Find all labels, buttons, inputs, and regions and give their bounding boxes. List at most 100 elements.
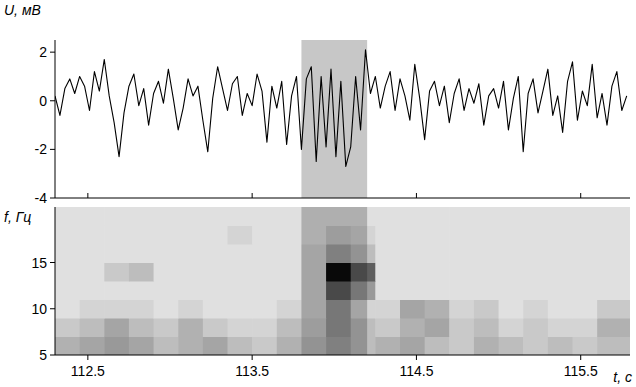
heat-cell	[203, 207, 228, 226]
y-tick-label: -4	[35, 190, 48, 206]
heat-cell	[104, 207, 129, 226]
heat-cell	[104, 300, 129, 319]
heat-cell	[154, 244, 179, 263]
heat-cell	[449, 300, 474, 319]
heat-cell	[228, 226, 253, 245]
heat-cell	[375, 244, 400, 263]
x-axis	[55, 198, 630, 199]
heat-cell	[449, 281, 474, 300]
heat-cell	[523, 300, 548, 319]
heat-cell	[400, 337, 425, 356]
y-tick-label: -2	[35, 141, 48, 157]
y-tick	[50, 262, 55, 263]
heat-cell	[178, 263, 203, 282]
y-tick	[50, 52, 55, 53]
heat-cell	[252, 226, 277, 245]
heat-cell	[523, 207, 548, 226]
heat-cell	[228, 207, 253, 226]
heat-cell	[55, 263, 80, 282]
heat-cell	[129, 263, 154, 282]
heat-cell	[228, 300, 253, 319]
heat-cell	[55, 244, 80, 263]
heat-cell	[499, 226, 524, 245]
heat-cell	[277, 207, 302, 226]
heat-cell	[277, 281, 302, 300]
heat-cell	[129, 226, 154, 245]
heat-cell	[474, 300, 499, 319]
heat-cell	[597, 337, 630, 356]
heat-cell	[573, 300, 598, 319]
heat-cell	[548, 263, 573, 282]
signal-plot	[55, 40, 627, 198]
heat-cell	[104, 318, 129, 337]
heat-cell	[548, 300, 573, 319]
heat-cell	[154, 263, 179, 282]
heat-cell	[400, 207, 425, 226]
x-tick	[416, 193, 417, 198]
heat-cell	[277, 337, 302, 356]
heat-cell	[203, 281, 228, 300]
heat-cell	[129, 207, 154, 226]
y-tick	[50, 198, 55, 199]
highlight-band	[301, 207, 367, 355]
heat-cell	[449, 226, 474, 245]
heat-cell	[425, 226, 450, 245]
heat-cell	[104, 337, 129, 356]
heat-cell	[474, 226, 499, 245]
x-tick	[252, 355, 253, 360]
heat-cell	[252, 300, 277, 319]
heat-cell	[375, 226, 400, 245]
heat-cell	[203, 318, 228, 337]
heat-cell	[597, 281, 630, 300]
heat-cell	[228, 263, 253, 282]
heat-cell	[474, 207, 499, 226]
x-tick-label: 115.5	[564, 363, 598, 379]
x-tick-label: 113.5	[235, 363, 269, 379]
heat-cell	[375, 281, 400, 300]
heat-cell	[80, 318, 105, 337]
heat-cell	[80, 263, 105, 282]
heat-cell	[252, 263, 277, 282]
heat-cell	[178, 226, 203, 245]
heat-cell	[425, 300, 450, 319]
heat-cell	[375, 207, 400, 226]
heat-cell	[400, 263, 425, 282]
spectrogram	[55, 207, 630, 355]
heat-cell	[548, 318, 573, 337]
heat-cell	[499, 318, 524, 337]
heat-cell	[425, 281, 450, 300]
heat-cell	[573, 207, 598, 226]
y-tick-label: 0	[39, 93, 47, 109]
heat-cell	[597, 300, 630, 319]
x-tick	[416, 355, 417, 360]
heat-cell	[55, 337, 80, 356]
x-tick	[252, 193, 253, 198]
heat-cell	[548, 226, 573, 245]
heat-cell	[178, 244, 203, 263]
heat-cell	[474, 244, 499, 263]
heat-cell	[400, 300, 425, 319]
y-tick	[50, 100, 55, 101]
heat-cell	[178, 207, 203, 226]
heat-cell	[80, 207, 105, 226]
heat-cell	[228, 318, 253, 337]
heat-cell	[154, 300, 179, 319]
heat-cell	[499, 263, 524, 282]
heat-cell	[425, 337, 450, 356]
heat-cell	[129, 318, 154, 337]
heat-cell	[400, 244, 425, 263]
y-axis	[55, 40, 56, 198]
x-tick	[87, 193, 88, 198]
heat-cell	[104, 263, 129, 282]
heat-cell	[154, 281, 179, 300]
heat-cell	[375, 263, 400, 282]
heat-cell	[548, 244, 573, 263]
heat-cell	[178, 281, 203, 300]
heat-cell	[252, 337, 277, 356]
y-tick	[50, 308, 55, 309]
heat-cell	[80, 337, 105, 356]
heat-cell	[129, 300, 154, 319]
y-axis-title: f, Гц	[4, 209, 31, 225]
y-tick-label: 5	[39, 347, 47, 363]
heat-cell	[55, 300, 80, 319]
